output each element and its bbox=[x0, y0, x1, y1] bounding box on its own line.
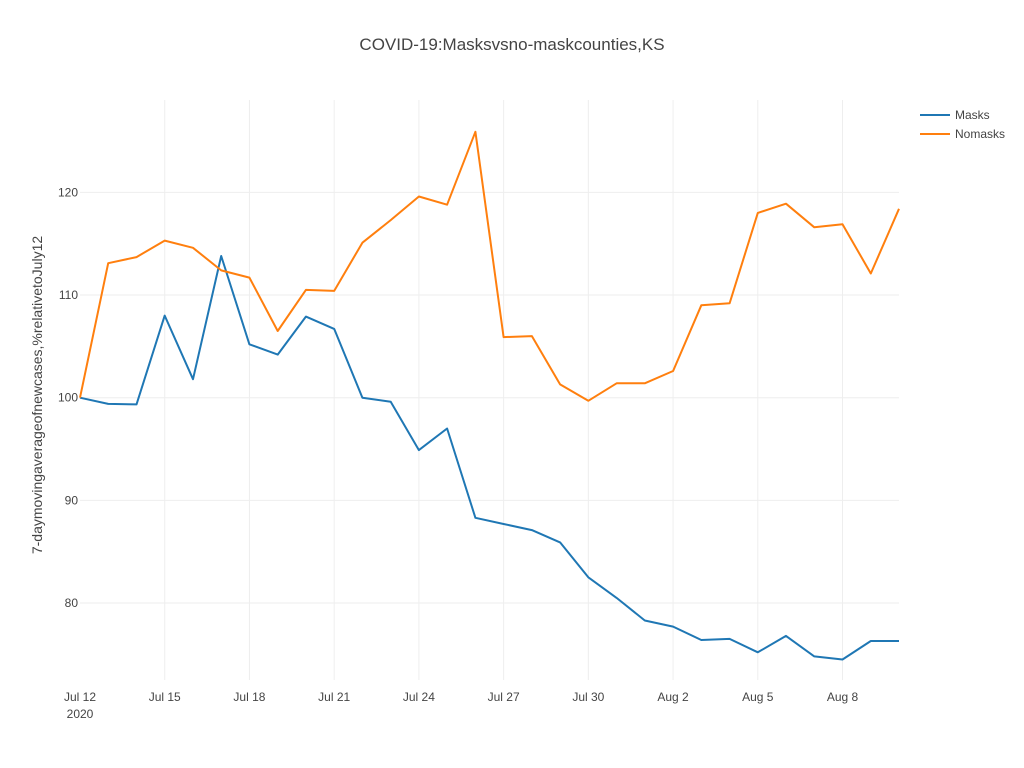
legend-item-masks[interactable]: Masks bbox=[920, 108, 990, 122]
y-tick-label: 100 bbox=[58, 391, 78, 405]
series-line-masks bbox=[79, 255, 899, 661]
chart-title: COVID-19:Masksvsno-maskcounties,KS bbox=[359, 35, 664, 54]
legend-label: Masks bbox=[955, 108, 990, 122]
series-line-nomasks bbox=[79, 130, 900, 402]
y-axis-label: 7-daymovingaverageofnewcases,%relativeto… bbox=[29, 236, 45, 555]
x-tick-label: Aug 8 bbox=[827, 690, 859, 704]
x-tick-year-label: 2020 bbox=[67, 707, 94, 721]
x-tick-label: Jul 12 bbox=[64, 690, 96, 704]
grid-layer bbox=[80, 100, 899, 680]
x-tick-label: Jul 24 bbox=[403, 690, 435, 704]
x-tick-label: Jul 21 bbox=[318, 690, 350, 704]
y-tick-label: 120 bbox=[58, 185, 78, 199]
x-tick-label: Aug 5 bbox=[742, 690, 774, 704]
legend[interactable]: Masks Nomasks bbox=[920, 108, 1005, 141]
x-tick-label: Jul 18 bbox=[233, 690, 265, 704]
x-tick-label: Jul 15 bbox=[149, 690, 181, 704]
legend-item-nomasks[interactable]: Nomasks bbox=[920, 127, 1005, 141]
series-layer bbox=[79, 130, 900, 661]
y-tick-label: 80 bbox=[65, 596, 79, 610]
y-axis-ticks: 80 90 100 110 120 bbox=[58, 185, 78, 610]
legend-label: Nomasks bbox=[955, 127, 1005, 141]
x-tick-label: Jul 27 bbox=[488, 690, 520, 704]
y-tick-label: 90 bbox=[65, 493, 79, 507]
y-tick-label: 110 bbox=[59, 288, 78, 302]
x-tick-label: Jul 30 bbox=[572, 690, 604, 704]
x-axis-ticks: Jul 12 2020 Jul 15 Jul 18 Jul 21 Jul 24 Jul 27… bbox=[64, 690, 859, 721]
x-tick-label: Aug 2 bbox=[657, 690, 689, 704]
